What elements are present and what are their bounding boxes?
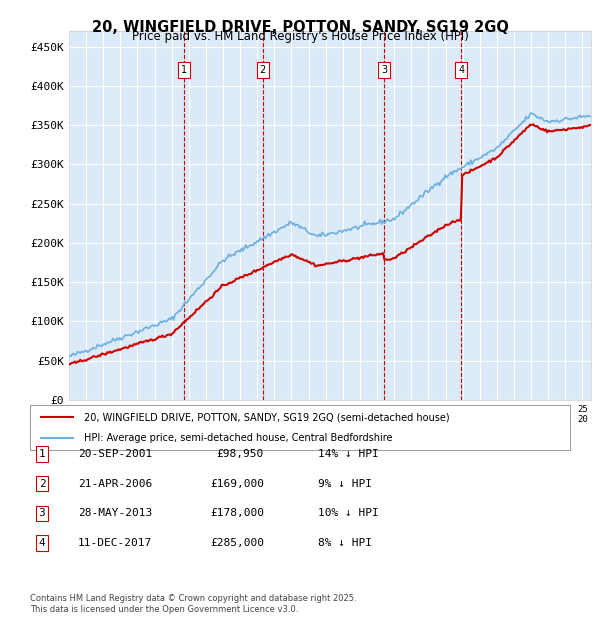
- Text: 11-DEC-2017: 11-DEC-2017: [78, 538, 152, 548]
- Text: 2: 2: [38, 479, 46, 489]
- Text: 14% ↓ HPI: 14% ↓ HPI: [318, 449, 379, 459]
- Text: Price paid vs. HM Land Registry's House Price Index (HPI): Price paid vs. HM Land Registry's House …: [131, 30, 469, 43]
- Text: 21-APR-2006: 21-APR-2006: [78, 479, 152, 489]
- Text: 3: 3: [381, 65, 387, 75]
- Text: 3: 3: [38, 508, 46, 518]
- Text: 2: 2: [259, 65, 266, 75]
- Text: £178,000: £178,000: [210, 508, 264, 518]
- Text: £285,000: £285,000: [210, 538, 264, 548]
- Text: 28-MAY-2013: 28-MAY-2013: [78, 508, 152, 518]
- Text: 20, WINGFIELD DRIVE, POTTON, SANDY, SG19 2GQ: 20, WINGFIELD DRIVE, POTTON, SANDY, SG19…: [92, 20, 508, 35]
- Text: 8% ↓ HPI: 8% ↓ HPI: [318, 538, 372, 548]
- Text: 4: 4: [38, 538, 46, 548]
- Text: 1: 1: [38, 449, 46, 459]
- Text: 20, WINGFIELD DRIVE, POTTON, SANDY, SG19 2GQ (semi-detached house): 20, WINGFIELD DRIVE, POTTON, SANDY, SG19…: [84, 412, 449, 422]
- Text: HPI: Average price, semi-detached house, Central Bedfordshire: HPI: Average price, semi-detached house,…: [84, 433, 392, 443]
- Text: 9% ↓ HPI: 9% ↓ HPI: [318, 479, 372, 489]
- Text: 1: 1: [181, 65, 187, 75]
- Text: Contains HM Land Registry data © Crown copyright and database right 2025.
This d: Contains HM Land Registry data © Crown c…: [30, 595, 356, 614]
- Text: £169,000: £169,000: [210, 479, 264, 489]
- Text: 20-SEP-2001: 20-SEP-2001: [78, 449, 152, 459]
- Text: £98,950: £98,950: [217, 449, 264, 459]
- Text: 10% ↓ HPI: 10% ↓ HPI: [318, 508, 379, 518]
- Text: 4: 4: [458, 65, 464, 75]
